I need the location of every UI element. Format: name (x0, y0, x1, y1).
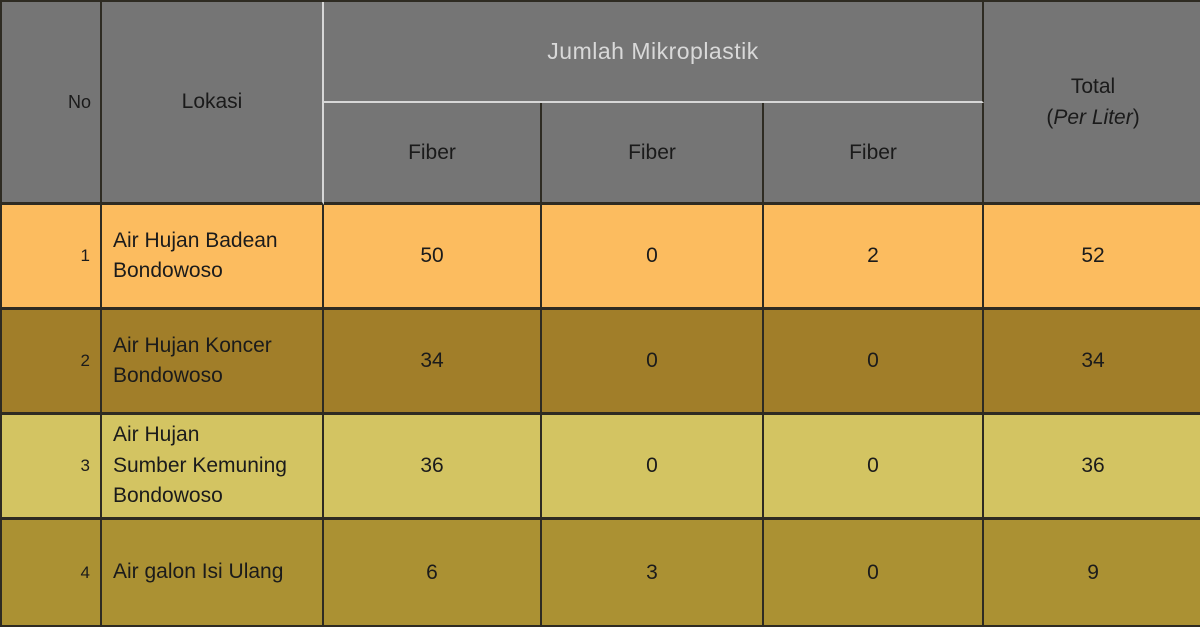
location-cell: Air Hujan Badean Bondowoso (102, 205, 324, 310)
col-header-jumlah-mikroplastik: Jumlah Mikroplastik (324, 2, 985, 103)
total-value-cell: 52 (984, 205, 1200, 310)
row-number-cell: 4 (2, 520, 102, 625)
location-cell: Air Hujan Koncer Bondowoso (102, 310, 324, 415)
col-header-fiber-2: Fiber (542, 103, 764, 205)
fiber-count-cell: 0 (764, 520, 985, 625)
table-row: 1 Air Hujan Badean Bondowoso 50 0 2 52 (2, 205, 1200, 310)
row-number-cell: 3 (2, 415, 102, 520)
total-value-cell: 9 (984, 520, 1200, 625)
total-unit-label: Per Liter (1053, 106, 1133, 129)
header-row-sub: Fiber Fiber Fiber (2, 103, 1200, 205)
table-row: 2 Air Hujan Koncer Bondowoso 34 0 0 34 (2, 310, 1200, 415)
col-header-total: Total (Per Liter) (984, 2, 1200, 205)
fiber-count-cell: 50 (324, 205, 542, 310)
header-row-top: No Lokasi Jumlah Mikroplastik Total (Per… (2, 2, 1200, 205)
col-header-fiber-3: Fiber (764, 103, 985, 205)
fiber-count-cell: 6 (324, 520, 542, 625)
fiber-count-cell: 36 (324, 415, 542, 520)
col-header-fiber-1: Fiber (324, 103, 542, 205)
total-value-cell: 36 (984, 415, 1200, 520)
total-value-cell: 34 (984, 310, 1200, 415)
fiber-count-cell: 0 (542, 415, 764, 520)
row-number-cell: 1 (2, 205, 102, 310)
total-open-paren: ( (1046, 106, 1054, 129)
col-header-lokasi: Lokasi (102, 2, 324, 205)
fiber-count-cell: 3 (542, 520, 764, 625)
table-row: 3 Air Hujan Sumber Kemuning Bondowoso 36… (2, 415, 1200, 520)
fiber-count-cell: 0 (764, 310, 985, 415)
fiber-count-cell: 2 (764, 205, 985, 310)
row-number-cell: 2 (2, 310, 102, 415)
location-cell: Air galon Isi Ulang (102, 520, 324, 625)
table-row: 4 Air galon Isi Ulang 6 3 0 9 (2, 520, 1200, 625)
total-label-line1: Total (1070, 74, 1116, 98)
location-cell: Air Hujan Sumber Kemuning Bondowoso (102, 415, 324, 520)
fiber-count-cell: 0 (764, 415, 985, 520)
total-label-line2: (Per Liter) (984, 102, 1200, 134)
fiber-count-cell: 34 (324, 310, 542, 415)
fiber-count-cell: 0 (542, 310, 764, 415)
fiber-count-cell: 0 (542, 205, 764, 310)
col-header-no: No (2, 2, 102, 205)
total-close-paren: ) (1132, 106, 1140, 129)
